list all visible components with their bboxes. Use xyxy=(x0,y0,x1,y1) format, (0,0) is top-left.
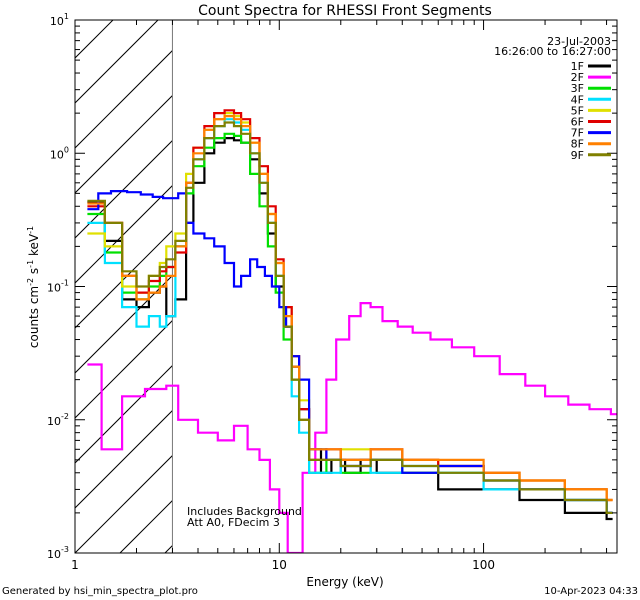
svg-text:counts cm-2 s-1 keV-1: counts cm-2 s-1 keV-1 xyxy=(26,226,41,348)
y-tick-label: 101 xyxy=(50,12,69,28)
series-layer xyxy=(87,109,617,553)
y-tick-label: 10-3 xyxy=(47,545,69,561)
y-tick-exponent: -2 xyxy=(61,412,69,421)
ylabel-sup2: -1 xyxy=(26,260,35,268)
series-2F xyxy=(87,302,617,553)
legend-label-8F: 8F xyxy=(571,138,584,151)
series-8F xyxy=(87,115,613,502)
y-tick-base: 10 xyxy=(50,148,64,161)
legend-label-5F: 5F xyxy=(571,104,584,117)
legend-label-2F: 2F xyxy=(571,71,584,84)
legend: 23-Jul-2003 16:26:00 to 16:27:00 1F2F3F4… xyxy=(494,35,611,162)
y-tick-exponent: -3 xyxy=(61,545,69,554)
y-tick-base: 10 xyxy=(47,282,61,295)
ylabel-mid1: s xyxy=(27,268,41,278)
hatch-line xyxy=(75,94,173,194)
y-tick-exponent: 1 xyxy=(64,12,69,21)
series-9F xyxy=(87,121,613,514)
annotation: Includes Background Att A0, FDecim 3 xyxy=(187,505,302,529)
legend-label-7F: 7F xyxy=(571,127,584,140)
y-tick-exponent: 0 xyxy=(64,145,69,154)
ylabel-sup1: -2 xyxy=(26,278,35,286)
hatch-line xyxy=(75,454,173,553)
hatch-line xyxy=(75,49,173,149)
legend-label-9F: 9F xyxy=(571,149,584,162)
footer-generated-by: Generated by hsi_min_spectra_plot.pro xyxy=(2,586,198,597)
x-tick-label: 100 xyxy=(472,558,495,572)
x-tick-label: 10 xyxy=(272,558,287,572)
x-tick-label: 1 xyxy=(71,558,79,572)
y-axis-label: counts cm-2 s-1 keV-1 xyxy=(26,226,41,348)
ylabel-sup3: -1 xyxy=(26,226,35,234)
chart-title: Count Spectra for RHESSI Front Segments xyxy=(198,3,492,19)
y-tick-label: 100 xyxy=(50,145,69,161)
y-tick-label: 10-1 xyxy=(47,279,69,295)
legend-label-1F: 1F xyxy=(571,60,584,73)
y-tick-exponent: -1 xyxy=(61,279,69,288)
ylabel-mid2: keV xyxy=(27,233,41,260)
hatch-line xyxy=(75,229,173,329)
legend-label-6F: 6F xyxy=(571,116,584,129)
legend-date: 23-Jul-2003 xyxy=(547,35,611,48)
legend-label-3F: 3F xyxy=(571,82,584,95)
annotation-line1: Includes Background xyxy=(187,505,302,518)
legend-time: 16:26:00 to 16:27:00 xyxy=(494,45,611,58)
y-tick-base: 10 xyxy=(47,548,61,561)
footer-timestamp: 10-Apr-2023 04:33 xyxy=(544,586,638,597)
y-tick-base: 10 xyxy=(50,15,64,28)
series-7F xyxy=(87,190,613,514)
hatch-line xyxy=(75,409,173,509)
annotation-line2: Att A0, FDecim 3 xyxy=(187,516,280,529)
legend-label-4F: 4F xyxy=(571,93,584,106)
y-tick-base: 10 xyxy=(47,415,61,428)
y-tick-label: 10-2 xyxy=(47,412,69,428)
x-axis-label: Energy (keV) xyxy=(306,575,383,589)
ylabel-main: counts cm xyxy=(27,286,41,348)
